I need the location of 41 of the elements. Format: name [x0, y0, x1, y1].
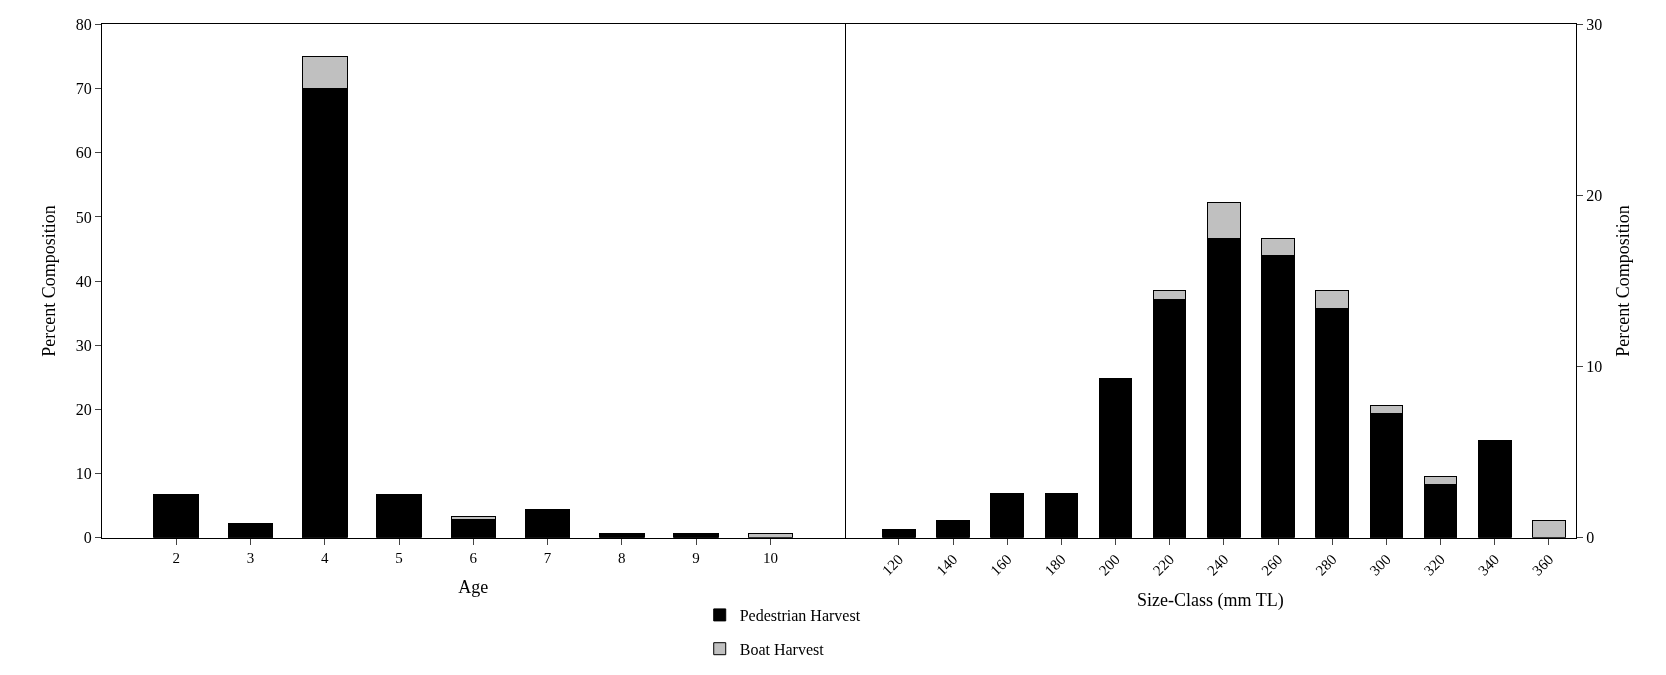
x-tick-label: 320 [1420, 551, 1449, 579]
x-tick-label: 220 [1149, 551, 1178, 579]
x-tick-label: 340 [1474, 551, 1503, 579]
x-tick-label: 2 [172, 549, 180, 566]
x-tick-label: 120 [879, 551, 907, 579]
x-tick-label: 3 [246, 549, 255, 566]
x-tick-label: 300 [1366, 551, 1394, 579]
y-tick-label: 20 [75, 400, 92, 418]
x-tick-label: 180 [1041, 551, 1069, 579]
x-tick-label: 7 [543, 549, 552, 566]
x-tick-label: 360 [1529, 551, 1557, 579]
y-tick-label: 60 [75, 144, 92, 162]
y-tick-label: 20 [1586, 187, 1603, 205]
x-tick-label: 6 [469, 549, 478, 566]
x-tick-label: 10 [762, 549, 778, 566]
x-tick-label: 260 [1258, 551, 1286, 579]
y-tick-label: 50 [75, 208, 92, 226]
x-axis-title: Age [458, 576, 489, 597]
x-tick-label: 8 [618, 549, 626, 566]
y-tick-label: 40 [75, 272, 92, 290]
legend-label: Boat Harvest [739, 640, 825, 658]
y-axis-title: Percent Composition [38, 205, 59, 357]
x-tick-label: 240 [1204, 551, 1232, 579]
y-tick-label: 30 [75, 336, 92, 354]
x-tick-label: 9 [692, 549, 700, 566]
y-tick-label: 10 [75, 465, 92, 483]
x-tick-label: 4 [321, 549, 330, 566]
y-tick-label: 0 [1586, 529, 1595, 547]
legend-label: Pedestrian Harvest [739, 607, 861, 625]
x-tick-label: 160 [987, 551, 1015, 579]
x-axis-title: Size-Class (mm TL) [1137, 589, 1284, 611]
y-tick-label: 10 [1586, 358, 1603, 376]
y-axis-title: Percent Composition [1613, 205, 1634, 357]
y-tick-label: 70 [75, 80, 92, 98]
y-tick-label: 30 [1586, 16, 1603, 34]
x-tick-label: 200 [1095, 551, 1123, 579]
y-tick-label: 80 [75, 16, 92, 34]
x-tick-label: 140 [933, 551, 961, 579]
y-tick-label: 0 [83, 529, 92, 547]
x-tick-label: 280 [1312, 551, 1340, 579]
x-tick-label: 5 [395, 549, 403, 566]
